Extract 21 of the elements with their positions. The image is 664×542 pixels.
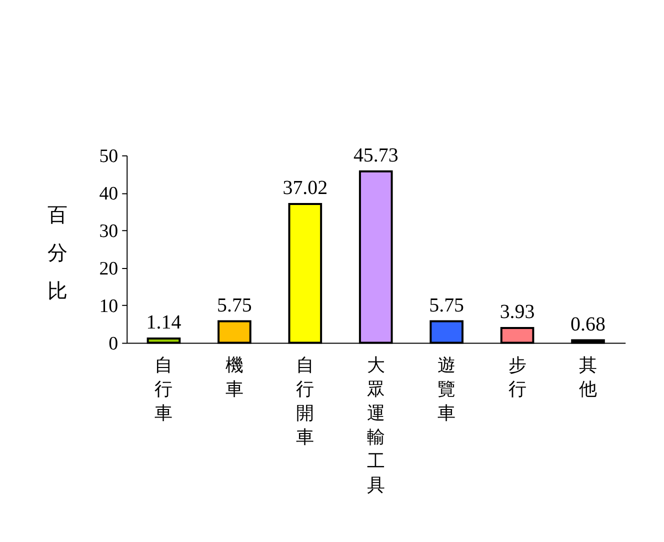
data-label: 0.68: [570, 313, 606, 336]
x-tick-label: 步行: [508, 355, 526, 400]
data-label: 1.14: [146, 312, 182, 334]
data-label: 5.75: [429, 294, 464, 316]
x-tick-label: 其他: [578, 355, 597, 400]
y-tick-label: 0: [108, 333, 118, 354]
y-axis-title: 百分比: [47, 204, 68, 302]
data-label: 45.73: [353, 144, 398, 166]
x-tick-label: 自行車: [154, 355, 173, 424]
data-label: 37.02: [282, 177, 328, 200]
x-tick-label: 遊覽車: [438, 355, 456, 424]
y-tick-label: 40: [99, 183, 118, 204]
y-tick-label: 20: [99, 258, 118, 280]
x-tick-label: 機車: [225, 355, 244, 400]
data-label: 5.75: [217, 294, 252, 316]
data-label: 3.93: [500, 301, 535, 324]
y-tick-label: 10: [99, 296, 118, 317]
x-tick-label: 自行開車: [296, 355, 314, 447]
y-tick-label: 30: [99, 220, 118, 242]
y-tick-label: 50: [99, 146, 118, 167]
x-tick-label: 大眾運輸工具: [366, 355, 385, 495]
